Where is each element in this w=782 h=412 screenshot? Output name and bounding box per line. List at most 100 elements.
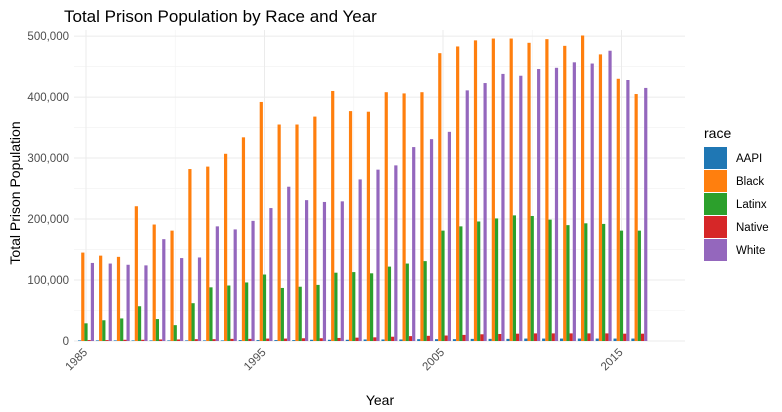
y-tick-label: 400,000 (27, 92, 69, 104)
bar-black-2008 (491, 38, 495, 341)
legend-key-latinx (704, 193, 727, 215)
x-axis-ticks: 1985 1995 2005 2015 (64, 347, 626, 374)
bar-white-2008 (501, 73, 505, 341)
bar-aapi-1993 (220, 340, 224, 341)
bar-aapi-2011 (542, 338, 546, 341)
bar-latinx-2012 (566, 225, 570, 341)
bar-native-2010 (533, 333, 538, 341)
bar-white-1987 (126, 264, 130, 341)
bar-black-1997 (295, 124, 299, 342)
bar-black-2001 (366, 111, 370, 342)
bar-black-2011 (545, 39, 549, 342)
bar-white-2016 (644, 87, 648, 342)
bar-white-1998 (322, 201, 327, 341)
bar-latinx-1994 (245, 282, 249, 341)
bar-aapi-1996 (274, 340, 278, 341)
legend-key-black (704, 170, 727, 192)
legend-key-aapi (704, 147, 727, 169)
legend-label: Native (736, 222, 769, 234)
bar-native-2001 (373, 337, 377, 341)
bar-latinx-1992 (209, 287, 213, 341)
legend: race AAPI Black Latinx Native White (704, 125, 769, 261)
x-tick-label: 2015 (599, 347, 626, 374)
bar-native-1996 (283, 338, 288, 341)
bar-aapi-1995 (256, 340, 260, 341)
bar-black-2016 (634, 94, 638, 341)
bar-white-1985 (90, 262, 94, 341)
bar-latinx-1997 (298, 286, 302, 341)
bar-latinx-1990 (173, 325, 177, 341)
bar-aapi-1997 (292, 340, 296, 341)
bar-aapi-2005 (435, 339, 439, 341)
bar-black-1999 (331, 90, 335, 341)
bar-black-1989 (152, 224, 156, 341)
bar-black-2000 (348, 111, 353, 341)
bar-latinx-2009 (512, 215, 516, 341)
bar-native-2014 (605, 333, 609, 341)
bar-aapi-1985 (78, 340, 82, 341)
bar-white-1990 (180, 258, 184, 341)
bar-native-2015 (623, 333, 627, 341)
bar-black-2007 (473, 40, 478, 342)
bar-black-1986 (99, 255, 103, 341)
y-axis-ticks: 0 100,000 200,000 300,000 400,000 500,000 (27, 31, 69, 348)
bar-black-1995 (259, 101, 263, 342)
bar-native-2006 (462, 334, 466, 341)
bar-black-2005 (438, 53, 442, 342)
bar-white-2006 (465, 90, 469, 342)
bar-aapi-2003 (399, 339, 403, 341)
bar-native-2009 (516, 333, 520, 341)
bar-aapi-2006 (452, 339, 457, 341)
y-tick-label: 300,000 (27, 153, 69, 165)
bar-white-2003 (412, 147, 416, 341)
bar-latinx-2016 (637, 230, 641, 341)
bar-white-2000 (358, 179, 362, 341)
bar-black-1996 (277, 124, 281, 342)
bar-black-2002 (384, 92, 388, 341)
bar-black-1987 (116, 256, 121, 341)
bar-latinx-1985 (84, 323, 88, 341)
bar-white-1992 (215, 226, 219, 341)
bar-black-1998 (313, 116, 317, 341)
bar-white-1991 (197, 257, 202, 341)
bar-white-2004 (429, 139, 434, 341)
bar-black-1994 (241, 137, 246, 341)
bar-native-1985 (87, 340, 91, 341)
bar-native-1988 (141, 339, 145, 341)
bar-latinx-1986 (102, 320, 106, 341)
bar-aapi-2015 (613, 338, 617, 341)
x-axis-title: Year (366, 392, 395, 408)
bar-white-2013 (590, 63, 594, 341)
bar-latinx-2007 (477, 221, 481, 341)
bar-white-1988 (144, 265, 148, 341)
y-tick-label: 100,000 (27, 275, 69, 287)
bar-latinx-1993 (227, 285, 231, 341)
bar-aapi-2012 (559, 338, 564, 341)
bar-native-1995 (266, 338, 270, 341)
bar-aapi-2001 (363, 339, 367, 341)
bar-aapi-2013 (577, 338, 581, 341)
bar-latinx-1989 (155, 319, 159, 341)
bar-white-1986 (108, 263, 112, 341)
bar-white-2001 (376, 169, 380, 341)
bar-native-2004 (426, 335, 430, 341)
bar-black-1991 (188, 169, 192, 341)
legend-label: AAPI (736, 153, 762, 165)
bar-white-2007 (483, 83, 487, 342)
bar-black-2003 (402, 93, 406, 341)
bar-latinx-2005 (441, 230, 445, 341)
bar-native-2008 (498, 333, 502, 341)
bar-latinx-2015 (619, 230, 624, 341)
bar-native-1998 (319, 338, 323, 341)
bar-native-2013 (587, 333, 591, 341)
y-tick-label: 500,000 (27, 31, 69, 43)
bar-black-1993 (224, 153, 228, 341)
bar-aapi-1990 (167, 340, 171, 341)
legend-label: White (736, 245, 765, 257)
bar-aapi-1989 (149, 340, 153, 341)
bar-aapi-2002 (381, 339, 385, 341)
bar-latinx-2004 (423, 261, 427, 341)
legend-label: Black (736, 176, 764, 188)
bar-latinx-2006 (459, 226, 463, 341)
bar-native-2002 (391, 336, 395, 341)
